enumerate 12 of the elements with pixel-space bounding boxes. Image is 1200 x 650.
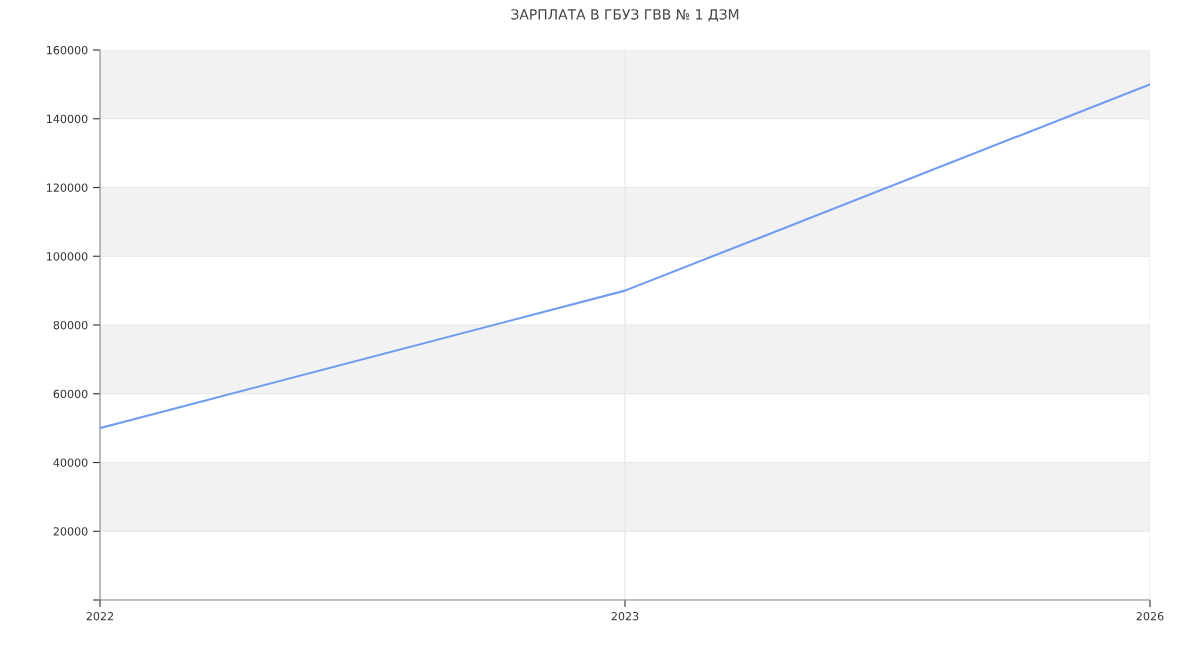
x-tick-label: 2022: [86, 612, 114, 621]
y-tick-label: 80000: [53, 320, 88, 330]
x-tick-label: 2023: [611, 612, 639, 621]
y-tick-label: 20000: [53, 527, 88, 536]
chart-title: ЗАРПЛАТА В ГБУЗ ГВВ № 1 ДЗМ: [511, 9, 739, 22]
y-tick-label: 40000: [53, 458, 88, 467]
y-tick-label: 60000: [53, 389, 88, 399]
y-tick-label: 120000: [47, 183, 88, 192]
y-tick-label: 160000: [47, 45, 88, 55]
x-tick-label: 2026: [1136, 612, 1164, 621]
y-tick-label: 100000: [47, 252, 88, 261]
y-tick-label: 140000: [47, 114, 88, 124]
